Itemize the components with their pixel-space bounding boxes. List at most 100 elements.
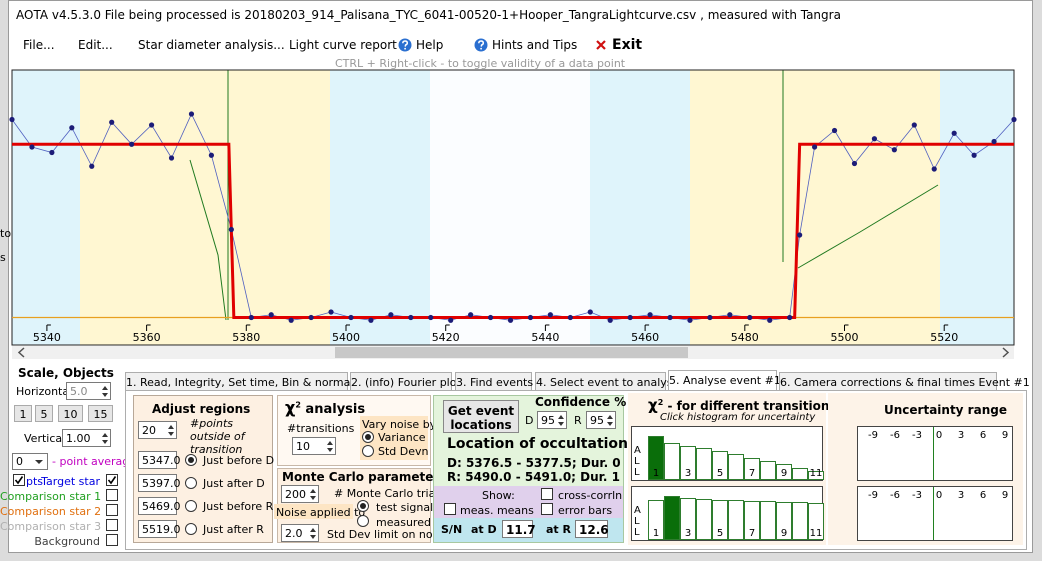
histogram-bar[interactable] <box>776 464 792 480</box>
histogram-bar[interactable] <box>792 467 808 480</box>
spinner-up[interactable] <box>558 415 564 419</box>
text-field[interactable]: 5469.0 <box>138 497 181 515</box>
spinner-down[interactable] <box>310 535 316 539</box>
tab[interactable]: 5. Analyse event #1 <box>668 370 781 391</box>
spinner-down[interactable] <box>607 422 613 426</box>
histogram-bar[interactable] <box>808 471 824 480</box>
tab[interactable]: 1. Read, Integrity, Set time, Bin & norm… <box>125 372 369 390</box>
button[interactable]: 15 <box>88 405 113 422</box>
checkbox[interactable] <box>541 488 553 500</box>
scroll-right-arrow[interactable] <box>1002 347 1010 358</box>
spinner[interactable]: 200 <box>281 485 319 503</box>
menu-item[interactable]: Help <box>416 38 444 52</box>
text-field[interactable]: 5347.0 <box>138 451 181 469</box>
button[interactable]: 1 <box>14 405 32 422</box>
histogram-bar[interactable] <box>664 496 680 540</box>
radio-button[interactable] <box>185 523 197 535</box>
histogram-bar[interactable] <box>664 442 680 480</box>
histogram-bar[interactable] <box>728 454 744 480</box>
checkbox[interactable] <box>106 534 118 546</box>
dropdown[interactable]: 0 <box>12 453 48 470</box>
field-value: 5469.0 <box>142 500 181 513</box>
spinner-down[interactable] <box>558 422 564 426</box>
spinner-up[interactable] <box>102 386 108 390</box>
spinner-down[interactable] <box>168 432 174 436</box>
menu-item[interactable]: Edit... <box>78 38 113 52</box>
menu-item[interactable]: Star diameter analysis... <box>138 38 285 52</box>
tab[interactable]: 4. Select event to analyse <box>535 372 679 390</box>
text-field[interactable]: 5397.0 <box>138 474 181 492</box>
radio-button[interactable] <box>185 477 197 489</box>
histogram-bar[interactable] <box>648 499 664 540</box>
spinner-down[interactable] <box>327 448 333 452</box>
histogram-bar[interactable] <box>696 448 712 480</box>
spinner[interactable]: 2.0 <box>281 524 319 542</box>
spinner[interactable]: 10 <box>292 437 336 455</box>
histogram-bar[interactable] <box>792 502 808 540</box>
radio-button[interactable] <box>185 500 197 512</box>
histogram-bar[interactable] <box>776 501 792 540</box>
histogram-bar[interactable] <box>744 458 760 480</box>
histogram-bar[interactable] <box>712 499 728 540</box>
menu-item[interactable]: Exit <box>612 37 643 53</box>
menu-item[interactable]: File... <box>23 38 55 52</box>
exit-icon[interactable] <box>595 39 607 51</box>
radio-button[interactable] <box>362 431 374 443</box>
spinner[interactable]: 1.00 <box>62 429 111 447</box>
scroll-thumb[interactable] <box>335 347 688 358</box>
text-field[interactable]: 12.6 <box>575 520 609 538</box>
menu-item[interactable]: Light curve report <box>289 38 397 52</box>
spinner-up[interactable] <box>168 425 174 429</box>
histogram[interactable]: A L L 1 3 5 7 9 11 <box>631 486 824 541</box>
scroll-left-arrow[interactable] <box>17 347 25 358</box>
checkbox[interactable] <box>541 503 553 515</box>
radio-button[interactable] <box>185 454 197 466</box>
dropdown-arrow[interactable] <box>35 460 43 464</box>
histogram-bar[interactable] <box>712 451 728 480</box>
histogram[interactable]: A L L 1 3 5 7 9 11 <box>631 426 824 481</box>
histogram-bar[interactable] <box>760 461 776 480</box>
spinner-up[interactable] <box>327 441 333 445</box>
bar-label: 5 <box>716 468 724 479</box>
spinner-up[interactable] <box>102 433 108 437</box>
spinner-down[interactable] <box>102 440 108 444</box>
histogram-bar[interactable] <box>744 500 760 540</box>
radio-button[interactable] <box>357 515 369 527</box>
spinner[interactable]: 5.0 <box>66 382 111 400</box>
menu-item[interactable]: Hints and Tips <box>492 38 578 52</box>
help-icon[interactable] <box>474 38 488 52</box>
help-icon[interactable] <box>398 38 412 52</box>
tab[interactable]: 6. Camera corrections & final times Even… <box>779 372 1030 390</box>
checkbox[interactable] <box>106 474 118 486</box>
checkbox[interactable] <box>106 489 118 501</box>
spinner-up[interactable] <box>607 415 613 419</box>
spinner-up[interactable] <box>310 489 316 493</box>
spinner[interactable]: 95 <box>537 411 567 429</box>
histogram-bar[interactable] <box>680 498 696 540</box>
histogram-bar[interactable] <box>760 501 776 540</box>
text-field[interactable]: 5519.0 <box>138 520 181 538</box>
get-event-button[interactable]: Get event locations <box>443 400 519 433</box>
histogram-bar[interactable] <box>680 445 696 480</box>
radio-button[interactable] <box>357 500 369 512</box>
tab[interactable]: 3. Find events <box>455 372 533 390</box>
checkbox[interactable] <box>13 474 25 486</box>
tab[interactable]: 2. (info) Fourier plot <box>350 372 461 390</box>
histogram-bar[interactable] <box>808 502 824 540</box>
button[interactable]: 10 <box>58 405 83 422</box>
spinner-up[interactable] <box>310 528 316 532</box>
spinner[interactable]: 95 <box>586 411 616 429</box>
radio-button[interactable] <box>362 445 374 457</box>
spinner-down[interactable] <box>102 393 108 397</box>
checkbox[interactable] <box>106 519 118 531</box>
light-curve-plot[interactable]: 5340 5360 5380 5400 5420 5440 5460 5480 5500 5520 <box>0 0 1042 361</box>
checkbox[interactable] <box>106 504 118 516</box>
spinner-down[interactable] <box>310 496 316 500</box>
histogram-bar[interactable] <box>696 499 712 540</box>
text-field[interactable]: 11.7 <box>502 520 536 538</box>
checkbox[interactable] <box>444 503 456 515</box>
histogram-bar[interactable] <box>648 436 664 480</box>
histogram-bar[interactable] <box>728 500 744 540</box>
spinner[interactable]: 20 <box>138 421 177 439</box>
button[interactable]: 5 <box>35 405 53 422</box>
